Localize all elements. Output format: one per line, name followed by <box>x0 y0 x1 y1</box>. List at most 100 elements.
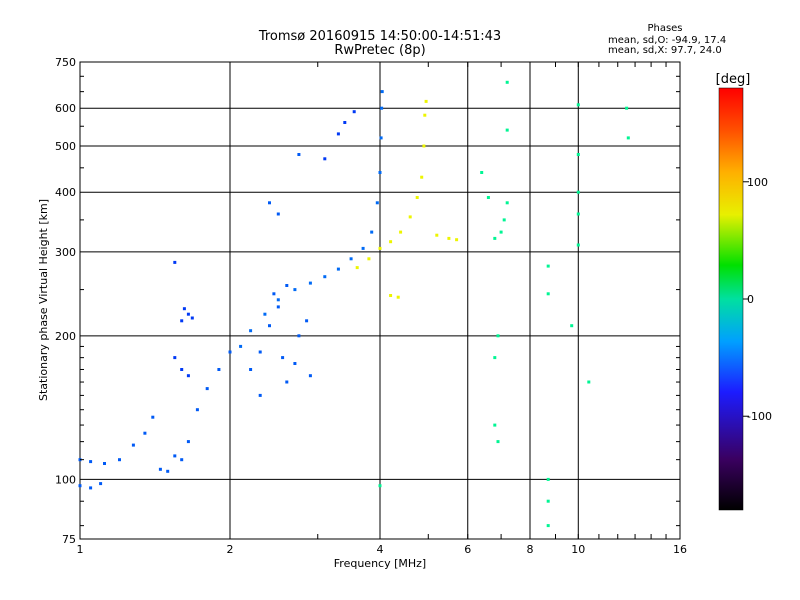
data-point <box>166 469 170 473</box>
data-point <box>455 238 459 242</box>
data-point <box>420 175 424 179</box>
data-point <box>380 90 384 94</box>
y-tick-label: 75 <box>62 533 76 546</box>
data-point <box>408 215 412 219</box>
colorbar-tick-label: -100 <box>747 410 772 423</box>
data-point <box>285 284 289 287</box>
data-point <box>626 136 630 140</box>
data-point <box>323 157 327 161</box>
data-point <box>415 196 419 199</box>
colorbar-tick-label: 0 <box>747 293 754 306</box>
data-point <box>361 246 365 250</box>
data-point <box>190 316 194 320</box>
y-tick-label: 400 <box>55 186 76 199</box>
x-tick-label: 2 <box>227 543 234 556</box>
data-point <box>99 482 103 486</box>
data-points <box>78 80 630 528</box>
grid-lines <box>80 62 680 539</box>
x-axis-label: Frequency [MHz] <box>334 557 426 570</box>
data-point <box>379 136 383 140</box>
data-point <box>336 267 340 271</box>
data-point <box>89 486 93 490</box>
data-point <box>505 80 509 84</box>
y-tick-label: 200 <box>55 330 76 343</box>
data-point <box>276 298 280 302</box>
data-point <box>158 467 162 471</box>
data-point <box>367 257 371 261</box>
chart-title: Tromsø 20160915 14:50:00-14:51:43 <box>258 29 501 44</box>
phases-heading: Phases <box>647 23 682 34</box>
data-point <box>493 356 497 360</box>
data-point <box>276 212 280 216</box>
data-point <box>103 462 106 465</box>
data-point <box>546 292 550 296</box>
x-tick-label: 16 <box>673 543 687 556</box>
data-point <box>297 334 301 338</box>
data-point <box>576 190 580 194</box>
data-point <box>355 266 359 270</box>
data-point <box>305 319 309 323</box>
x-tick-label: 4 <box>377 543 384 556</box>
data-point <box>308 281 312 285</box>
data-point <box>182 307 186 311</box>
data-point <box>380 106 384 110</box>
data-point <box>546 477 550 481</box>
data-point <box>217 368 221 371</box>
data-point <box>249 368 253 371</box>
data-point <box>180 458 184 462</box>
data-point <box>422 144 426 148</box>
y-tick-label: 600 <box>55 102 76 115</box>
data-point <box>389 294 393 297</box>
data-point <box>297 153 301 156</box>
data-point <box>424 99 428 103</box>
x-tick-label: 1 <box>77 543 84 556</box>
data-point <box>239 344 243 348</box>
data-point <box>205 387 209 391</box>
data-point <box>89 460 93 464</box>
data-point <box>195 408 199 412</box>
data-point <box>370 230 374 234</box>
data-point <box>576 153 580 156</box>
data-point <box>276 305 280 309</box>
data-point <box>293 288 297 292</box>
data-point <box>323 275 327 279</box>
data-point <box>249 329 253 333</box>
data-point <box>180 319 184 323</box>
data-point <box>378 246 382 250</box>
data-point <box>502 218 506 222</box>
colorbar-tick-label: 100 <box>747 176 768 189</box>
data-point <box>546 524 550 528</box>
data-point <box>378 171 382 174</box>
data-point <box>285 380 289 384</box>
data-point <box>576 243 580 247</box>
data-point <box>186 440 190 444</box>
y-axis-ticks: 75 100 200 300 400 500 600 750 <box>55 56 680 546</box>
data-point <box>493 423 497 427</box>
data-point <box>486 196 490 199</box>
data-point <box>343 121 347 124</box>
data-point <box>173 260 177 264</box>
data-point <box>151 415 155 419</box>
data-point <box>447 236 451 240</box>
chart-subtitle: RwPretec (8p) <box>334 43 425 58</box>
data-point <box>268 324 271 328</box>
data-point <box>336 132 340 136</box>
data-point <box>496 334 500 338</box>
data-point <box>546 499 550 503</box>
data-point <box>480 171 484 174</box>
y-tick-label: 100 <box>55 473 76 486</box>
data-point <box>375 201 379 205</box>
data-point <box>272 292 276 296</box>
data-point <box>308 374 312 378</box>
data-point <box>576 212 580 216</box>
data-point <box>118 458 121 462</box>
x-tick-label: 8 <box>527 543 534 556</box>
data-point <box>352 110 356 114</box>
data-point <box>576 103 580 107</box>
data-point <box>258 350 262 354</box>
data-point <box>389 240 393 244</box>
data-point <box>505 128 509 132</box>
data-point <box>423 113 427 117</box>
data-point <box>173 454 177 458</box>
